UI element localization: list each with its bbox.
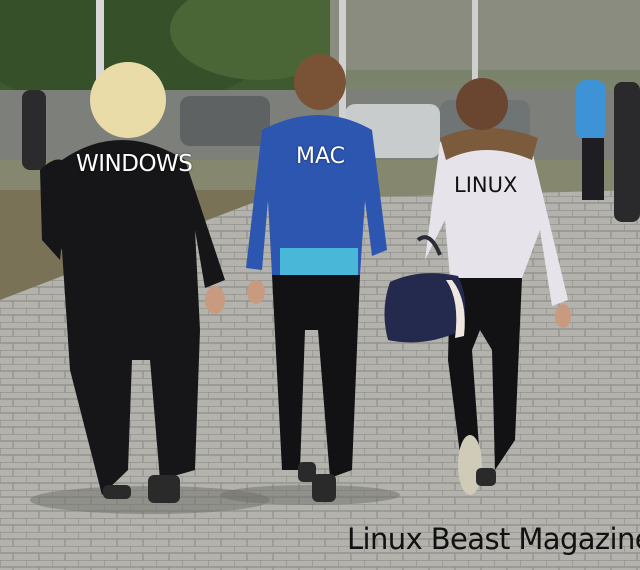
blonde-hair [90, 62, 166, 138]
label-linux: LINUX [454, 173, 518, 197]
pole [339, 0, 346, 120]
person-middle [246, 54, 387, 502]
person-left [40, 62, 225, 503]
brown-hair [456, 78, 508, 130]
brown-hair [294, 54, 346, 110]
car [180, 96, 270, 146]
pedestrian [576, 80, 606, 140]
pedestrian [22, 90, 46, 170]
pole [96, 0, 104, 90]
label-windows: WINDOWS [76, 151, 193, 177]
label-mac: MAC [296, 144, 346, 169]
person-right [384, 78, 571, 495]
watermark-text: Linux Beast Magazine [347, 522, 640, 556]
blue-jacket [246, 115, 387, 275]
sports-bag [384, 273, 466, 343]
white-hoodie [425, 132, 568, 306]
